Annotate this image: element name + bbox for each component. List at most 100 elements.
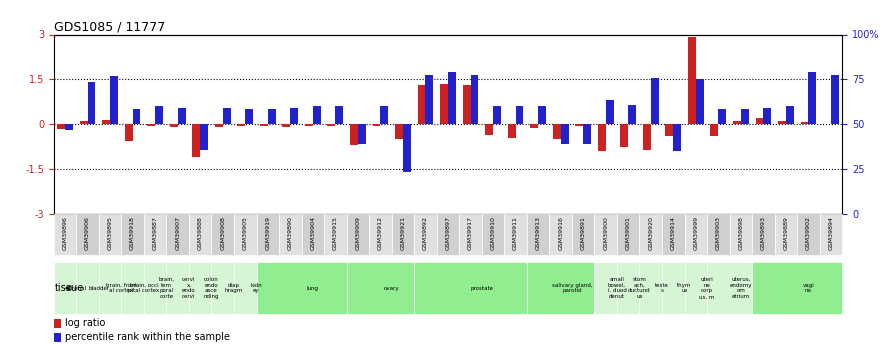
FancyBboxPatch shape <box>482 214 504 255</box>
FancyBboxPatch shape <box>685 262 707 315</box>
Bar <box>133 109 141 124</box>
Text: GSM39897: GSM39897 <box>445 216 451 250</box>
Bar <box>200 124 208 150</box>
Text: ovary: ovary <box>383 286 400 290</box>
FancyBboxPatch shape <box>279 214 302 255</box>
FancyBboxPatch shape <box>707 214 729 255</box>
FancyBboxPatch shape <box>99 214 121 255</box>
Text: vagi
na: vagi na <box>803 283 814 294</box>
Text: GSM39910: GSM39910 <box>490 216 495 250</box>
FancyBboxPatch shape <box>775 214 797 255</box>
Text: GSM39906: GSM39906 <box>85 216 90 250</box>
Text: GSM39999: GSM39999 <box>694 216 698 250</box>
Bar <box>448 72 456 124</box>
FancyBboxPatch shape <box>76 214 99 255</box>
FancyBboxPatch shape <box>640 262 662 315</box>
Bar <box>327 124 335 126</box>
Bar <box>305 124 313 126</box>
FancyBboxPatch shape <box>99 262 121 315</box>
Text: GSM39890: GSM39890 <box>288 216 293 250</box>
FancyBboxPatch shape <box>256 214 279 255</box>
Bar <box>57 124 65 129</box>
Text: bladder: bladder <box>88 286 109 290</box>
Bar <box>373 124 381 126</box>
Bar <box>350 124 358 145</box>
Bar <box>696 79 703 124</box>
Text: uteri
ne
corp
us, m: uteri ne corp us, m <box>700 277 715 299</box>
FancyBboxPatch shape <box>121 262 144 315</box>
FancyBboxPatch shape <box>302 214 324 255</box>
Bar <box>642 124 650 150</box>
Text: GSM39921: GSM39921 <box>401 216 406 250</box>
Bar <box>620 124 628 147</box>
Bar <box>800 122 808 124</box>
Bar <box>786 106 794 124</box>
Text: brain, occi
pital cortex: brain, occi pital cortex <box>128 283 159 294</box>
FancyBboxPatch shape <box>347 214 369 255</box>
Text: log ratio: log ratio <box>65 318 105 328</box>
FancyBboxPatch shape <box>549 214 572 255</box>
Text: GSM39919: GSM39919 <box>265 216 271 250</box>
Bar <box>808 72 816 124</box>
Text: GSM39918: GSM39918 <box>130 216 135 250</box>
FancyBboxPatch shape <box>54 262 76 315</box>
FancyBboxPatch shape <box>527 262 594 315</box>
FancyBboxPatch shape <box>504 214 527 255</box>
Text: GSM39917: GSM39917 <box>468 216 473 250</box>
Bar <box>88 82 96 124</box>
FancyBboxPatch shape <box>144 262 167 315</box>
FancyBboxPatch shape <box>121 214 144 255</box>
Text: stom
ach,
ductund
us: stom ach, ductund us <box>628 277 650 299</box>
Bar <box>778 121 786 124</box>
Text: GSM39903: GSM39903 <box>716 216 721 250</box>
Text: percentile rank within the sample: percentile rank within the sample <box>65 332 229 342</box>
Bar <box>395 124 403 139</box>
Bar <box>358 124 366 144</box>
Bar <box>733 121 741 124</box>
Bar <box>169 124 177 127</box>
Bar <box>755 118 763 124</box>
Text: teste
s: teste s <box>655 283 669 294</box>
Text: GSM39916: GSM39916 <box>558 216 564 250</box>
Bar <box>628 105 636 124</box>
Bar <box>598 124 606 151</box>
Text: colon
endo
asce
nding: colon endo asce nding <box>203 277 220 299</box>
Text: cervi
x,
endo
cervi: cervi x, endo cervi <box>182 277 196 299</box>
Bar <box>290 108 298 124</box>
Bar <box>538 106 546 124</box>
FancyBboxPatch shape <box>347 262 414 315</box>
Bar <box>530 124 538 128</box>
Text: salivary gland,
parotid: salivary gland, parotid <box>552 283 592 294</box>
Text: lung: lung <box>306 286 319 290</box>
FancyBboxPatch shape <box>729 214 752 255</box>
Text: GSM39900: GSM39900 <box>603 216 608 250</box>
Text: prostate: prostate <box>470 286 494 290</box>
FancyBboxPatch shape <box>436 214 460 255</box>
FancyBboxPatch shape <box>167 214 189 255</box>
Text: GSM39914: GSM39914 <box>671 216 676 250</box>
FancyBboxPatch shape <box>414 214 436 255</box>
Text: GSM39911: GSM39911 <box>513 216 518 250</box>
Text: GSM39905: GSM39905 <box>243 216 248 250</box>
Bar <box>54 319 61 328</box>
FancyBboxPatch shape <box>189 214 211 255</box>
FancyBboxPatch shape <box>752 214 775 255</box>
Text: GSM39904: GSM39904 <box>310 216 315 250</box>
Text: brain,
tem
poral
corte: brain, tem poral corte <box>159 277 175 299</box>
Bar <box>125 124 133 141</box>
Bar <box>711 124 719 136</box>
Text: diap
hragm: diap hragm <box>225 283 243 294</box>
Bar <box>155 106 163 124</box>
Bar <box>462 85 470 124</box>
Text: adrenal: adrenal <box>65 286 87 290</box>
Bar <box>102 120 110 124</box>
Text: GSM39896: GSM39896 <box>63 216 67 250</box>
Bar <box>673 124 681 151</box>
FancyBboxPatch shape <box>256 262 347 315</box>
FancyBboxPatch shape <box>617 214 640 255</box>
FancyBboxPatch shape <box>752 262 842 315</box>
Text: GSM39895: GSM39895 <box>108 216 113 250</box>
Bar <box>403 124 411 172</box>
Text: tissue: tissue <box>55 283 84 293</box>
Bar <box>246 109 254 124</box>
